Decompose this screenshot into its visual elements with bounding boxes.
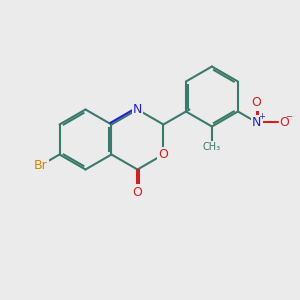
Text: CH₃: CH₃	[203, 142, 221, 152]
Text: +: +	[259, 112, 266, 122]
Text: −: −	[285, 112, 292, 122]
Text: O: O	[133, 185, 142, 199]
Text: Br: Br	[34, 159, 48, 172]
Text: O: O	[280, 116, 290, 129]
Text: O: O	[252, 96, 262, 109]
Text: N: N	[252, 116, 261, 129]
Text: O: O	[158, 148, 168, 161]
Text: N: N	[133, 103, 142, 116]
